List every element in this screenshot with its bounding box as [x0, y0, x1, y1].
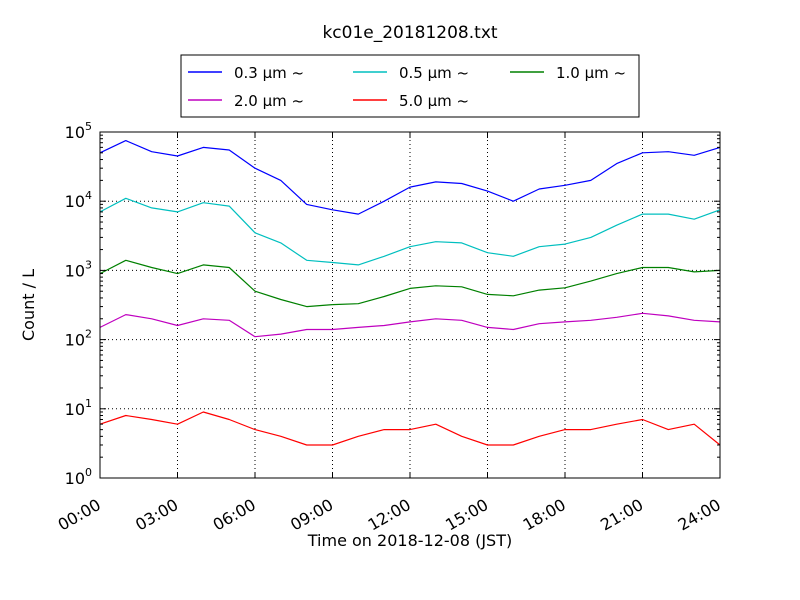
series-line	[99, 312, 721, 338]
legend: 0.3 μm ~ 0.5 μm ~ 1.0 μm ~ 2.0 μm ~ 5.0 μm ~	[180, 54, 640, 118]
y-tick-label: 105	[65, 120, 92, 142]
legend-label: 5.0 μm ~	[399, 92, 469, 110]
y-tick-label: 102	[65, 328, 92, 350]
y-axis-label: Count / L	[19, 269, 38, 341]
x-axis-label: Time on 2018-12-08 (JST)	[307, 531, 512, 550]
legend-label: 1.0 μm ~	[556, 64, 626, 82]
legend-label: 2.0 μm ~	[234, 92, 304, 110]
series-line	[99, 411, 721, 446]
legend-label: 0.3 μm ~	[234, 64, 304, 82]
ticks	[99, 131, 721, 479]
series-line	[99, 140, 721, 215]
y-tick-label: 103	[65, 258, 92, 280]
legend-label: 0.5 μm ~	[399, 64, 469, 82]
chart-title: kc01e_20181208.txt	[322, 23, 497, 43]
y-tick-label: 101	[65, 397, 92, 419]
y-tick-label: 104	[65, 189, 92, 211]
y-tick-labels: 100 101 102 103 104 105	[65, 120, 92, 488]
y-tick-label: 100	[65, 466, 92, 488]
series-layer	[99, 140, 721, 446]
legend-box	[180, 54, 640, 118]
series-line	[99, 259, 721, 308]
series-line	[99, 197, 721, 266]
